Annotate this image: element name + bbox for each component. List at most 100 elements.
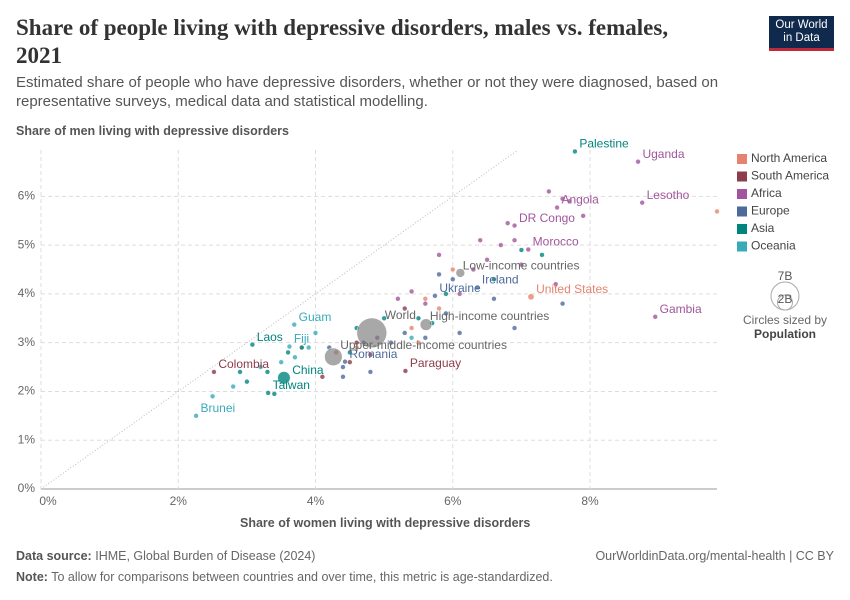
point (511, 325, 518, 331)
legend-label: Oceania (751, 239, 796, 253)
point (422, 301, 428, 307)
point (436, 252, 442, 258)
point (408, 288, 415, 295)
point-label: United States (536, 282, 608, 296)
point-label: Laos (257, 330, 283, 344)
points (193, 148, 720, 419)
point (554, 204, 560, 211)
chart-title: Share of people living with depressive d… (16, 15, 669, 68)
size-legend-circle (777, 294, 793, 311)
y-tick-label: 4% (18, 286, 36, 300)
point (211, 369, 217, 375)
point (511, 237, 518, 243)
point (244, 379, 250, 385)
point (580, 213, 586, 219)
legend-label: North America (751, 151, 827, 165)
point (286, 343, 293, 350)
aggregate-point (419, 318, 433, 331)
y-tick-label: 3% (18, 335, 36, 349)
point (402, 305, 408, 312)
point (277, 371, 291, 385)
point-label: Colombia (218, 357, 269, 371)
note-label: Note: (16, 570, 48, 584)
point (388, 340, 394, 346)
point (402, 368, 409, 374)
point (258, 364, 264, 370)
point-label: Ukraine (439, 281, 481, 295)
point (553, 281, 559, 287)
point (319, 374, 325, 380)
point-label: Brunei (201, 401, 236, 415)
note-text: To allow for comparisons between countri… (51, 570, 553, 584)
point (436, 271, 442, 277)
source-label: Data source: (16, 549, 92, 563)
point-label: Taiwan (273, 378, 310, 392)
size-legend-variable: Population (754, 327, 816, 341)
point (340, 364, 346, 370)
point-label: Ireland (482, 273, 519, 287)
point-label: Fiji (294, 332, 309, 346)
legend-label: Africa (751, 186, 782, 200)
point (306, 344, 312, 351)
aggregate-point (356, 317, 388, 349)
point (381, 315, 387, 321)
point (340, 374, 346, 380)
x-tick-label: 4% (307, 494, 325, 508)
legend-swatch (737, 171, 747, 182)
point (443, 291, 449, 297)
point (415, 340, 422, 346)
aggregate-point (455, 268, 466, 278)
point (367, 369, 374, 375)
legend-swatch (737, 189, 747, 199)
point (474, 284, 481, 291)
size-legend-title: Circles sized by (743, 313, 827, 327)
point (652, 314, 658, 320)
size-legend-label: 7B (778, 269, 793, 283)
point (265, 390, 271, 396)
point (518, 247, 525, 253)
legend-swatch (737, 241, 747, 252)
point (470, 266, 476, 273)
point-label: Paraguay (410, 356, 461, 370)
aggregate-label: Low-income countries (463, 259, 580, 273)
aggregate-label: High-income countries (430, 309, 549, 323)
aggregate-label: World (385, 308, 416, 322)
point (415, 315, 422, 321)
logo[interactable]: Our World in Data (769, 16, 834, 51)
point (354, 340, 360, 346)
point (408, 325, 415, 331)
x-tick-label: 8% (581, 494, 599, 508)
point (505, 220, 511, 226)
point (477, 237, 483, 243)
point (367, 352, 374, 358)
point (457, 291, 463, 297)
point-labels: United States Colombia Paraguay Uganda Lesot… (201, 137, 702, 415)
point (209, 393, 216, 399)
legend-swatch (737, 206, 747, 217)
y-tick-label: 1% (18, 432, 36, 446)
logo-line: in Data (783, 32, 820, 44)
source-text: IHME, Global Burden of Disease (2024) (95, 549, 316, 563)
point (402, 330, 408, 336)
point-label: Lesotho (647, 188, 690, 202)
point-label: China (292, 363, 324, 377)
point (527, 293, 535, 301)
legend-swatch (737, 224, 747, 234)
point (559, 196, 566, 202)
x-tick-label: 2% (170, 494, 188, 508)
point (635, 159, 641, 165)
point (572, 148, 578, 155)
aggregate-label: Upper-middle-income countries (340, 338, 507, 352)
size-legend-label: 2B (778, 292, 793, 306)
url[interactable]: OurWorldinData.org/mental-health | CC BY (595, 549, 834, 563)
y-axis-title: Share of men living with depressive diso… (16, 124, 289, 138)
point (422, 335, 428, 341)
point (299, 344, 305, 351)
aggregate-point (324, 347, 343, 366)
point (422, 296, 428, 302)
point (436, 305, 442, 312)
x-axis-title: Share of women living with depressive di… (240, 516, 531, 530)
note: Note: To allow for comparisons between c… (16, 570, 553, 584)
point-label: Angola (561, 193, 599, 207)
point (450, 266, 456, 273)
